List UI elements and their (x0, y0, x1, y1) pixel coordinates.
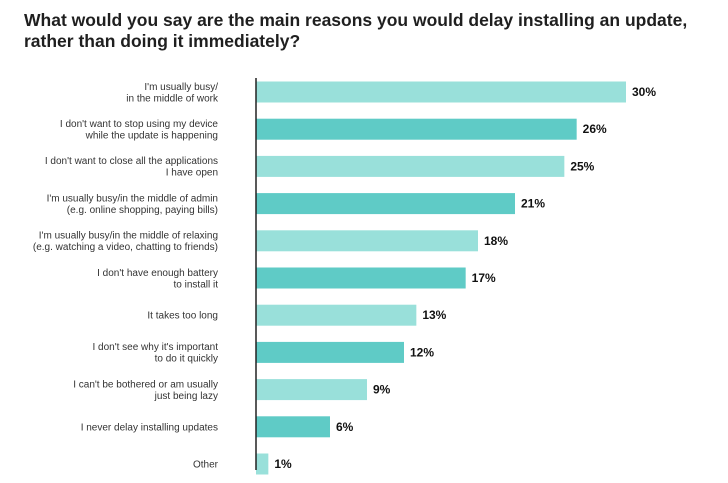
value-label-8: 9% (373, 383, 391, 397)
category-label-5: I don't have enough battery to install it (97, 268, 218, 291)
category-label-line: to do it quickly (155, 354, 218, 365)
category-label-line: in the middle of work (126, 93, 219, 104)
category-label-10: Other (193, 460, 219, 471)
category-label-0: I'm usually busy/in the middle of work (126, 82, 219, 105)
value-label-10: 1% (274, 457, 292, 471)
category-label-line: I don't see why it's important (92, 342, 218, 353)
value-label-9: 6% (336, 420, 354, 434)
chart-title: What would you say are the main reasons … (24, 10, 688, 51)
category-label-line: just being lazy (154, 391, 218, 402)
bar-7 (256, 341, 404, 363)
category-label-line: I'm usually busy/ (144, 82, 218, 93)
value-label-7: 12% (410, 345, 434, 359)
category-label-7: I don't see why it's important to do it q… (92, 342, 218, 365)
category-label-line: while the update is happening (85, 130, 218, 141)
category-label-4: I'm usually busy/in the middle of relaxi… (33, 231, 218, 254)
category-label-9: I never delay installing updates (81, 422, 218, 433)
category-label-8: I can't be bothered or am usually just be… (73, 379, 218, 402)
bar-2 (256, 155, 565, 177)
category-label-line: I have open (166, 168, 218, 179)
value-label-5: 17% (472, 271, 496, 285)
category-label-line: It takes too long (147, 311, 218, 322)
category-label-line: I can't be bothered or am usually (73, 379, 218, 390)
category-label-line: (e.g. watching a video, chatting to frie… (33, 242, 218, 253)
value-labels-group: 30% 26% 25% 21% 18% 17% 13% 12% 9% 6% 1% (274, 85, 656, 471)
value-label-3: 21% (521, 197, 545, 211)
category-label-line: (e.g. online shopping, paying bills) (67, 205, 218, 216)
bar-1 (256, 118, 577, 140)
bar-10 (256, 453, 269, 475)
bar-6 (256, 304, 417, 326)
category-label-line: I never delay installing updates (81, 422, 218, 433)
value-label-4: 18% (484, 234, 508, 248)
category-label-6: It takes too long (147, 311, 218, 322)
category-labels-group: I'm usually busy/in the middle of work I … (33, 82, 219, 471)
category-label-1: I don't want to stop using my device whil… (60, 119, 219, 142)
category-label-line: I don't have enough battery (97, 268, 218, 279)
category-label-2: I don't want to close all the applicatio… (45, 156, 218, 179)
value-label-2: 25% (570, 159, 594, 173)
bar-8 (256, 379, 367, 401)
bars-group (256, 81, 626, 475)
category-label-line: I don't want to stop using my device (60, 119, 219, 130)
bar-9 (256, 416, 330, 438)
category-label-3: I'm usually busy/in the middle of admin(… (47, 193, 218, 216)
bar-0 (256, 81, 626, 103)
category-label-line: I don't want to close all the applicatio… (45, 156, 218, 167)
category-label-line: Other (193, 460, 219, 471)
bar-4 (256, 230, 478, 252)
value-label-6: 13% (422, 308, 446, 322)
value-label-1: 26% (583, 122, 607, 136)
category-label-line: I'm usually busy/in the middle of relaxi… (39, 231, 218, 242)
bar-3 (256, 193, 515, 215)
value-label-0: 30% (632, 85, 656, 99)
category-label-line: to install it (174, 279, 219, 290)
bar-5 (256, 267, 466, 289)
category-label-line: I'm usually busy/in the middle of admin (47, 193, 218, 204)
